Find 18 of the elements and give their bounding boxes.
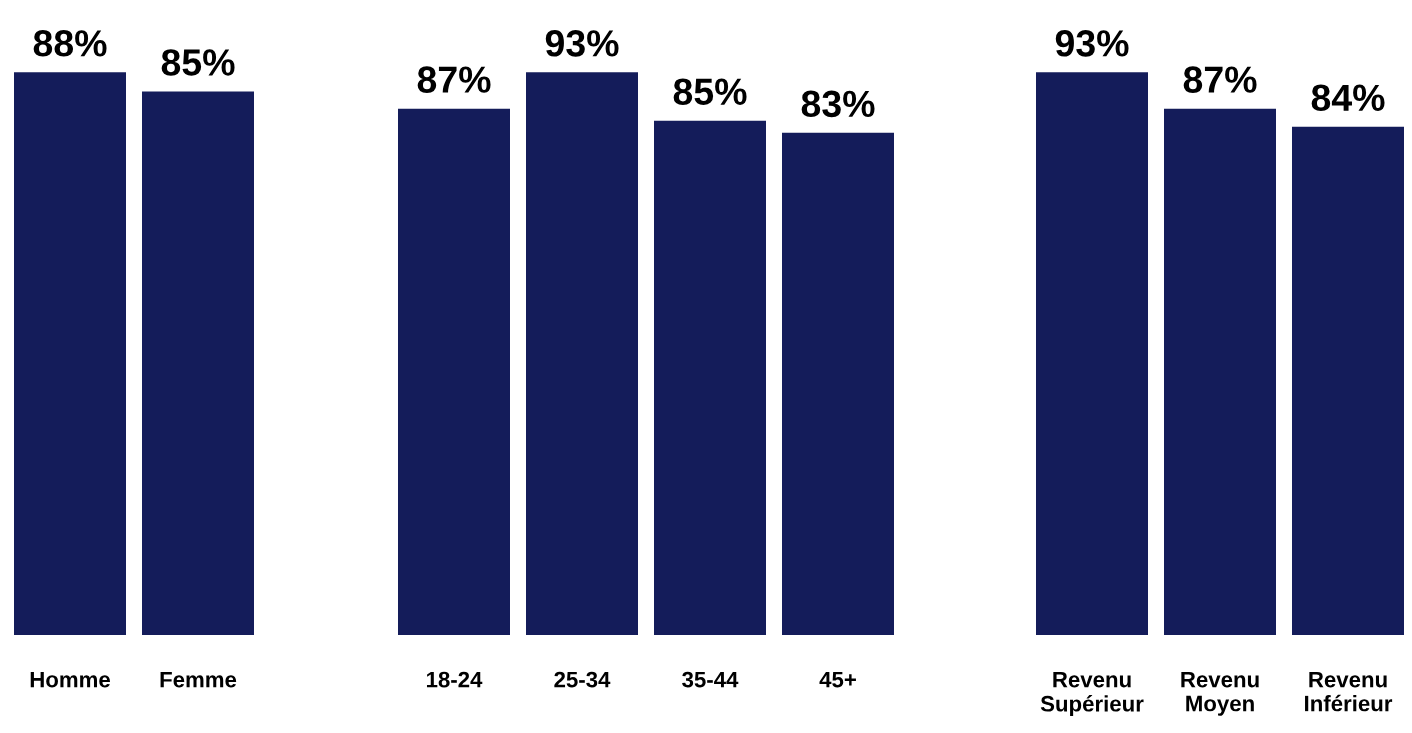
x-tick-label: Revenu Supérieur — [1040, 671, 1144, 716]
data-label: 83% — [801, 90, 875, 118]
x-tick-label: Femme — [160, 671, 237, 688]
x-tick-label: 25-34 — [554, 671, 611, 688]
x-tick-label: Revenu Inférieur — [1305, 671, 1393, 712]
data-label: 84% — [1311, 84, 1385, 112]
x-tick-label: Homme — [30, 671, 110, 688]
data-label: 85% — [161, 49, 235, 76]
data-label: 87% — [417, 66, 491, 93]
data-label: 85% — [673, 78, 747, 105]
x-tick-label: 45+ — [819, 671, 856, 688]
x-tick-label: Revenu Moyen — [1181, 671, 1259, 716]
x-tick-label: 18-24 — [426, 671, 483, 688]
data-label: 88% — [33, 30, 107, 57]
data-label: 93% — [545, 30, 619, 57]
data-label: 87% — [1183, 66, 1257, 93]
x-tick-label: 35-44 — [682, 671, 739, 688]
data-label: 93% — [1055, 30, 1129, 57]
